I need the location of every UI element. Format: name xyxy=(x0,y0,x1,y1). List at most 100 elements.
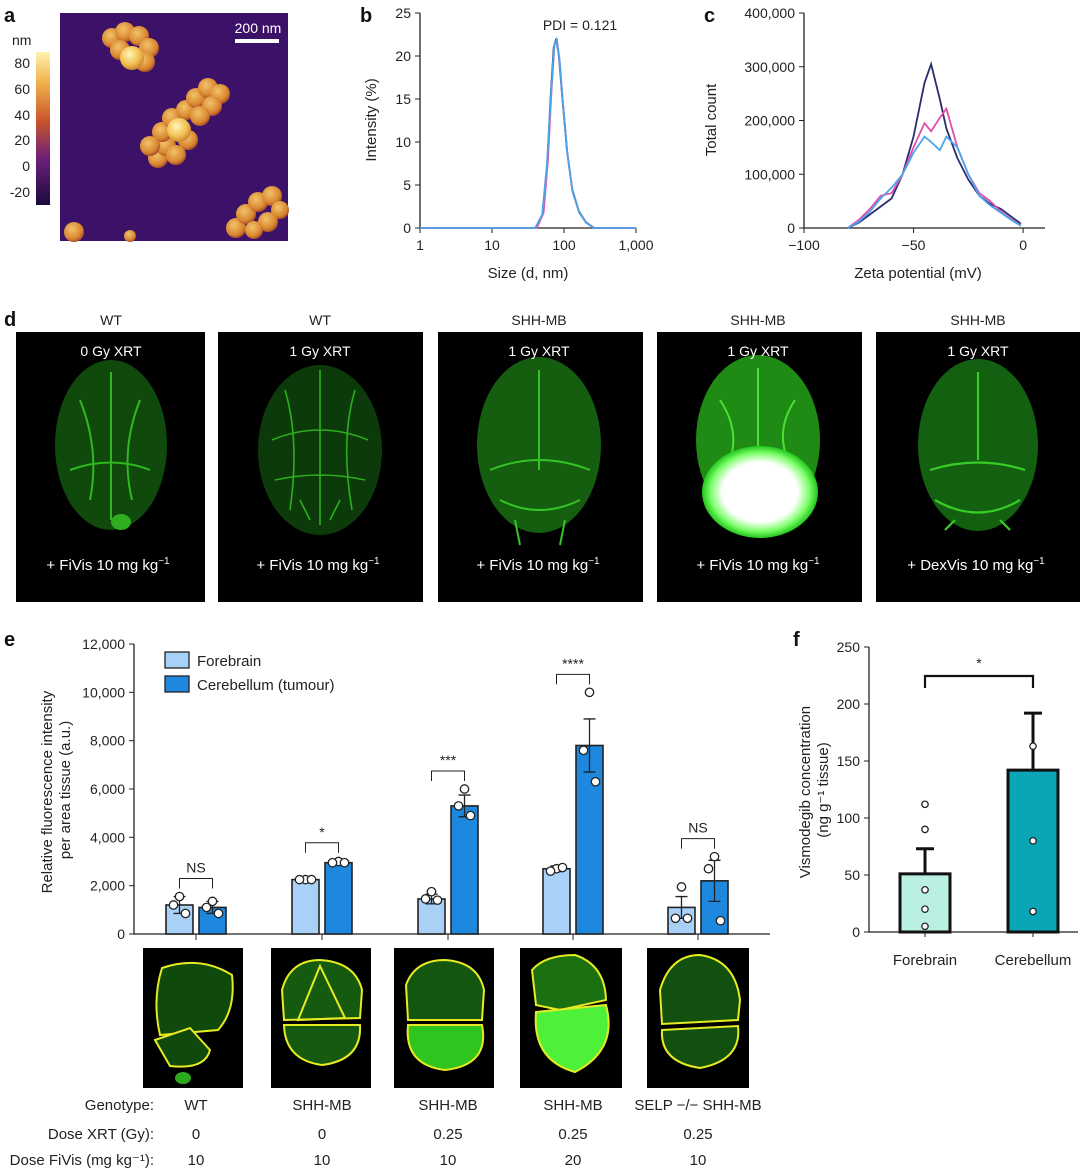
data-point xyxy=(921,800,929,809)
colorbar-tick: 0 xyxy=(22,158,30,174)
condition-table: Genotype: WT SHH-MB SHH-MB SHH-MB SELP −… xyxy=(10,1097,762,1169)
data-point xyxy=(545,866,556,877)
x-tick-label: 100 xyxy=(552,237,576,253)
significance-bracket xyxy=(681,838,715,849)
bar-forebrain xyxy=(417,898,446,935)
table-cell: SHH-MB xyxy=(292,1097,351,1114)
panel-f: f Vismodegib concentration (ng g⁻¹ tissu… xyxy=(793,629,1078,969)
colorbar-tick: 60 xyxy=(14,81,30,97)
data-point xyxy=(213,908,224,919)
y-axis-label: Total count xyxy=(703,83,720,156)
y-axis-label: Vismodegib concentration (ng g⁻¹ tissue) xyxy=(797,702,832,879)
y-tick-label: 100 xyxy=(837,810,861,826)
data-point xyxy=(465,810,476,821)
data-point xyxy=(921,905,929,914)
y-tick-label: 5 xyxy=(403,177,411,193)
nanoparticle-corner-cluster xyxy=(64,186,289,242)
table-cell: 10 xyxy=(440,1152,457,1169)
y-tick-label: 8,000 xyxy=(90,733,125,749)
y-tick-label: 2,000 xyxy=(90,878,125,894)
table-row-label: Dose XRT (Gy): xyxy=(48,1126,154,1143)
error-bar xyxy=(583,718,596,773)
panel-b-letter: b xyxy=(360,5,372,27)
y-tick-label: 200 xyxy=(837,696,861,712)
data-point xyxy=(174,891,185,902)
y-axis-label-line: Vismodegib concentration xyxy=(797,706,814,878)
colorbar-tick: 80 xyxy=(14,55,30,71)
panel-e-letter: e xyxy=(4,629,15,651)
y-tick-label: 0 xyxy=(117,926,125,942)
colorbar-ticks: 80 60 40 20 0 -20 xyxy=(10,55,30,200)
y-axis-label: Relative fluorescence intensity per area… xyxy=(39,687,74,894)
roi-thumb-shh-025 xyxy=(394,948,494,1088)
genotype-label: WT xyxy=(309,312,331,328)
significance-label: **** xyxy=(562,655,584,671)
x-tick-label: −100 xyxy=(788,237,820,253)
treatment-superscript: −1 xyxy=(1033,556,1045,567)
table-cell: 10 xyxy=(690,1152,707,1169)
panel-f-letter: f xyxy=(793,629,800,651)
x-axis-label: Size (d, nm) xyxy=(488,265,569,282)
colorbar-unit: nm xyxy=(12,32,31,48)
treatment-text: + FiVis 10 mg kg xyxy=(696,557,808,574)
x-tick-label: −50 xyxy=(902,237,926,253)
colorbar-tick: 40 xyxy=(14,107,30,123)
roi-thumb-selp xyxy=(647,948,749,1088)
series-line xyxy=(847,135,1022,229)
table-cell: WT xyxy=(184,1097,207,1114)
brain-image-shh-dexvis: SHH-MB 1 Gy XRT + DexVis 10 mg kg−1 xyxy=(876,312,1080,602)
xrt-dose: 1 Gy XRT xyxy=(508,343,570,359)
significance-bracket xyxy=(179,878,213,889)
legend: Forebrain Cerebellum (tumour) xyxy=(164,651,335,694)
table-cell: 10 xyxy=(188,1152,205,1169)
bar-cerebellum xyxy=(198,906,227,935)
genotype-label: SHH-MB xyxy=(730,312,785,328)
table-cell: SHH-MB xyxy=(543,1097,602,1114)
axis-lines xyxy=(803,13,1045,229)
y-tick-label: 50 xyxy=(844,867,860,883)
nanoparticle-cluster xyxy=(102,22,159,72)
y-tick-label: 250 xyxy=(837,639,861,655)
y-axis-label-line: per area tissue (a.u.) xyxy=(57,721,74,859)
panel-a: a nm 80 60 40 20 0 -20 xyxy=(4,5,289,242)
significance-label: NS xyxy=(186,860,205,876)
y-tick-label: 400,000 xyxy=(744,5,795,21)
data-point xyxy=(426,886,437,897)
bar-cerebellum xyxy=(575,744,604,935)
x-tick-label: Cerebellum xyxy=(995,952,1072,969)
data-point xyxy=(584,687,595,698)
treatment-label: + FiVis 10 mg kg−1 xyxy=(256,556,380,574)
xrt-dose: 0 Gy XRT xyxy=(80,343,142,359)
panel-c: c Zeta potential (mV) Total count 0 100,0… xyxy=(703,5,1045,282)
colorbar-tick: -20 xyxy=(10,184,30,200)
genotype-label: WT xyxy=(100,312,122,328)
treatment-label: + DexVis 10 mg kg−1 xyxy=(907,556,1045,574)
treatment-superscript: −1 xyxy=(588,556,600,567)
roi-thumbnails xyxy=(143,948,749,1088)
treatment-label: + FiVis 10 mg kg−1 xyxy=(46,556,170,574)
table-cell: 0.25 xyxy=(683,1126,712,1143)
brain-image-wt-0gy: WT 0 Gy XRT + FiVis 10 mg kg−1 xyxy=(16,312,205,602)
table-row-label: Dose FiVis (mg kg⁻¹): xyxy=(10,1152,154,1169)
y-axis-label-line: Relative fluorescence intensity xyxy=(39,690,56,893)
brain-image-shh-fivis: SHH-MB 1 Gy XRT + FiVis 10 mg kg−1 xyxy=(438,312,643,602)
panel-e: e Relative fluorescence intensity per ar… xyxy=(4,629,770,1169)
y-tick-label: 100,000 xyxy=(744,166,795,182)
y-tick-label: 10,000 xyxy=(82,684,125,700)
y-tick-label: 15 xyxy=(395,91,411,107)
data-point xyxy=(420,894,431,904)
y-tick-label: 300,000 xyxy=(744,59,795,75)
y-tick-label: 20 xyxy=(395,48,411,64)
axis-lines xyxy=(419,13,636,229)
significance-bracket xyxy=(556,673,590,685)
treatment-text: + FiVis 10 mg kg xyxy=(256,557,368,574)
panel-d: d WT 0 Gy XRT + FiVis 10 mg kg−1 WT 1 Gy… xyxy=(4,309,1080,602)
roi-thumb-wt xyxy=(143,948,243,1088)
significance-label: NS xyxy=(688,820,707,836)
data-point xyxy=(294,874,305,885)
y-tick-label: 6,000 xyxy=(90,781,125,797)
x-tick-label: Forebrain xyxy=(893,952,957,969)
data-point xyxy=(703,863,714,874)
y-tick-label: 0 xyxy=(787,220,795,236)
